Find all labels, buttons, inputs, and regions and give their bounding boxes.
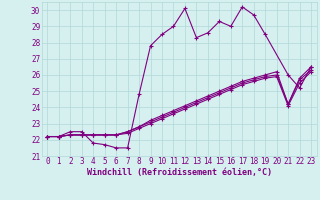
X-axis label: Windchill (Refroidissement éolien,°C): Windchill (Refroidissement éolien,°C) (87, 168, 272, 177)
